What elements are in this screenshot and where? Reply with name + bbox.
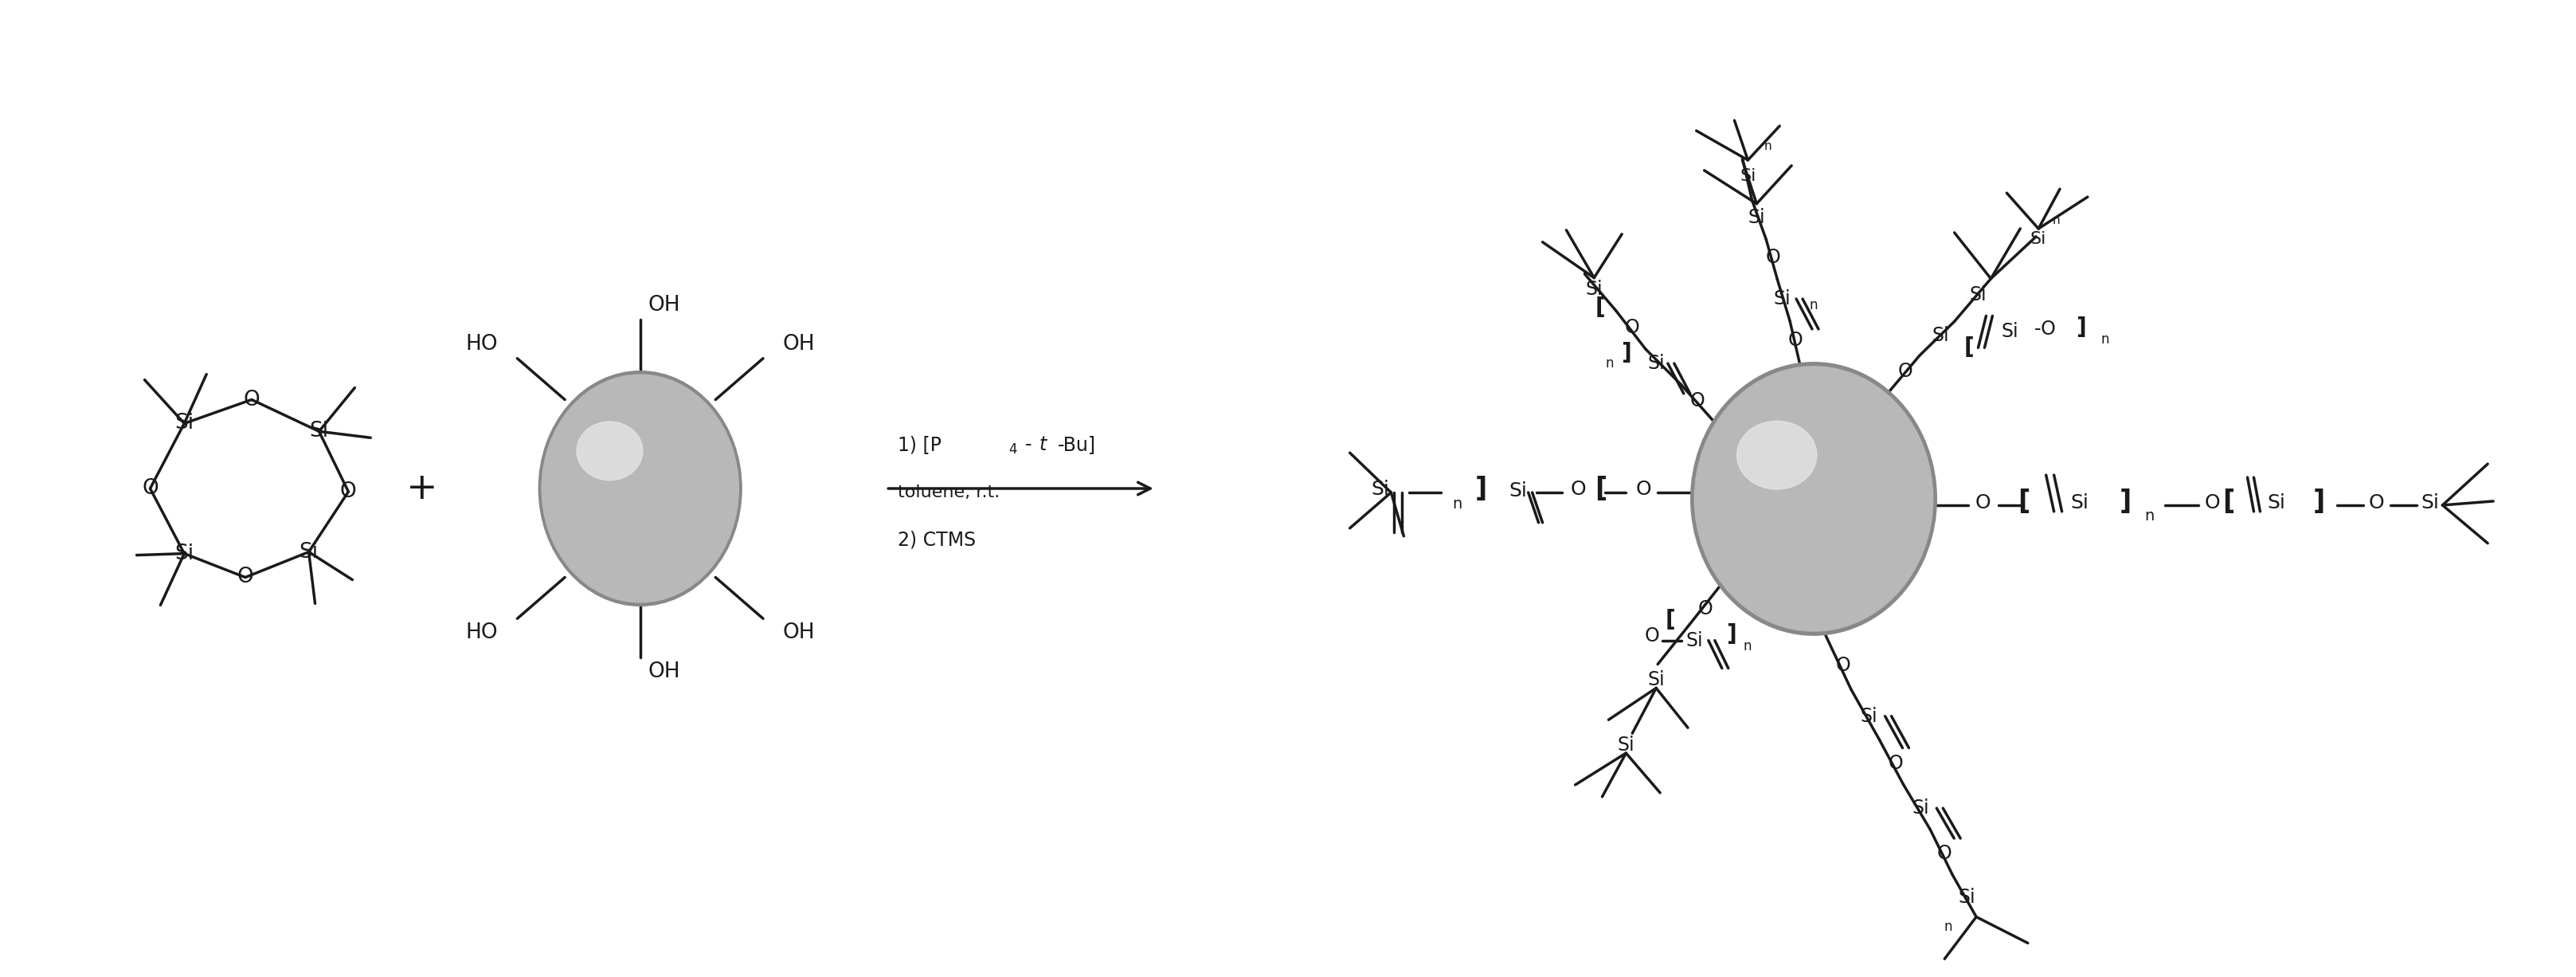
Text: Si: Si bbox=[299, 541, 319, 563]
Text: O: O bbox=[242, 389, 260, 410]
Text: n: n bbox=[1605, 357, 1615, 370]
Text: O: O bbox=[237, 567, 252, 588]
Text: Si: Si bbox=[1370, 480, 1388, 499]
Text: toluene, r.t.: toluene, r.t. bbox=[899, 485, 999, 500]
Text: O: O bbox=[1837, 656, 1850, 675]
Text: -O: -O bbox=[2035, 319, 2056, 339]
Text: Si: Si bbox=[2421, 493, 2439, 512]
Text: -: - bbox=[1025, 436, 1030, 454]
Text: [: [ bbox=[1595, 476, 1607, 502]
Text: n: n bbox=[1808, 298, 1819, 313]
Text: Si: Si bbox=[2002, 322, 2020, 341]
Text: 1) [P: 1) [P bbox=[899, 436, 943, 454]
Text: HO: HO bbox=[466, 622, 497, 643]
Text: Si: Si bbox=[1911, 798, 1929, 818]
Text: O: O bbox=[1625, 319, 1638, 337]
Ellipse shape bbox=[1695, 366, 1932, 631]
Text: Si: Si bbox=[1971, 285, 1986, 304]
Text: t: t bbox=[1038, 436, 1046, 454]
Text: Si: Si bbox=[309, 421, 330, 442]
Text: Si: Si bbox=[1739, 168, 1757, 184]
Text: O: O bbox=[1690, 391, 1705, 410]
Text: Si: Si bbox=[2267, 493, 2285, 512]
Ellipse shape bbox=[577, 422, 644, 481]
Text: O: O bbox=[1643, 626, 1659, 645]
Text: Si: Si bbox=[1772, 289, 1790, 309]
Text: Si: Si bbox=[1685, 631, 1703, 650]
Text: Si: Si bbox=[175, 413, 193, 434]
Ellipse shape bbox=[1690, 362, 1937, 635]
Text: O: O bbox=[1636, 480, 1651, 499]
Text: [: [ bbox=[1963, 336, 1973, 359]
Text: n: n bbox=[2143, 509, 2154, 524]
Text: O: O bbox=[2370, 493, 2385, 512]
Text: -Bu]: -Bu] bbox=[1059, 436, 1097, 454]
Text: 2) CTMS: 2) CTMS bbox=[899, 531, 976, 550]
Text: Si: Si bbox=[1510, 482, 1528, 500]
Text: [: [ bbox=[2223, 488, 2233, 515]
Text: Si: Si bbox=[1584, 280, 1602, 299]
Text: +: + bbox=[407, 471, 438, 506]
Text: n: n bbox=[1765, 141, 1772, 152]
Text: n: n bbox=[1453, 496, 1461, 512]
Text: Si: Si bbox=[2030, 231, 2045, 247]
Text: n: n bbox=[2102, 332, 2110, 347]
Text: OH: OH bbox=[647, 661, 680, 682]
Ellipse shape bbox=[1736, 421, 1816, 489]
Text: O: O bbox=[1788, 330, 1803, 350]
Text: OH: OH bbox=[783, 334, 814, 355]
Text: O: O bbox=[1899, 361, 1914, 381]
Text: O: O bbox=[1937, 844, 1953, 863]
Text: Si: Si bbox=[1860, 706, 1878, 726]
Text: O: O bbox=[2205, 493, 2221, 512]
Text: Si: Si bbox=[2071, 493, 2089, 512]
Text: ]: ] bbox=[2313, 488, 2326, 515]
Text: ]: ] bbox=[1620, 342, 1631, 364]
Ellipse shape bbox=[541, 374, 739, 603]
Text: Si: Si bbox=[1749, 208, 1765, 227]
Text: n: n bbox=[1945, 920, 1953, 934]
Text: Si: Si bbox=[1958, 887, 1976, 907]
Text: O: O bbox=[1698, 599, 1713, 618]
Ellipse shape bbox=[538, 371, 742, 606]
Text: ]: ] bbox=[1473, 476, 1486, 502]
Text: Si: Si bbox=[1618, 736, 1636, 755]
Text: O: O bbox=[340, 482, 355, 502]
Text: O: O bbox=[1888, 754, 1904, 774]
Text: n: n bbox=[1744, 639, 1752, 654]
Text: Si: Si bbox=[1646, 354, 1664, 373]
Text: O: O bbox=[1976, 493, 1991, 512]
Text: 4: 4 bbox=[1010, 443, 1018, 457]
Text: OH: OH bbox=[783, 622, 814, 643]
Text: Si: Si bbox=[1932, 326, 1950, 345]
Text: Si: Si bbox=[1649, 670, 1664, 690]
Text: OH: OH bbox=[647, 295, 680, 316]
Text: [: [ bbox=[1664, 609, 1674, 631]
Text: [: [ bbox=[2017, 488, 2030, 515]
Text: ]: ] bbox=[2076, 317, 2087, 339]
Text: ]: ] bbox=[2120, 488, 2130, 515]
Text: Si: Si bbox=[175, 543, 193, 564]
Text: O: O bbox=[1571, 480, 1587, 499]
Text: O: O bbox=[1765, 248, 1780, 268]
Text: ]: ] bbox=[1726, 623, 1736, 645]
Text: HO: HO bbox=[466, 334, 497, 355]
Text: [: [ bbox=[1595, 297, 1605, 319]
Text: n: n bbox=[2053, 215, 2061, 227]
Text: O: O bbox=[142, 478, 157, 499]
